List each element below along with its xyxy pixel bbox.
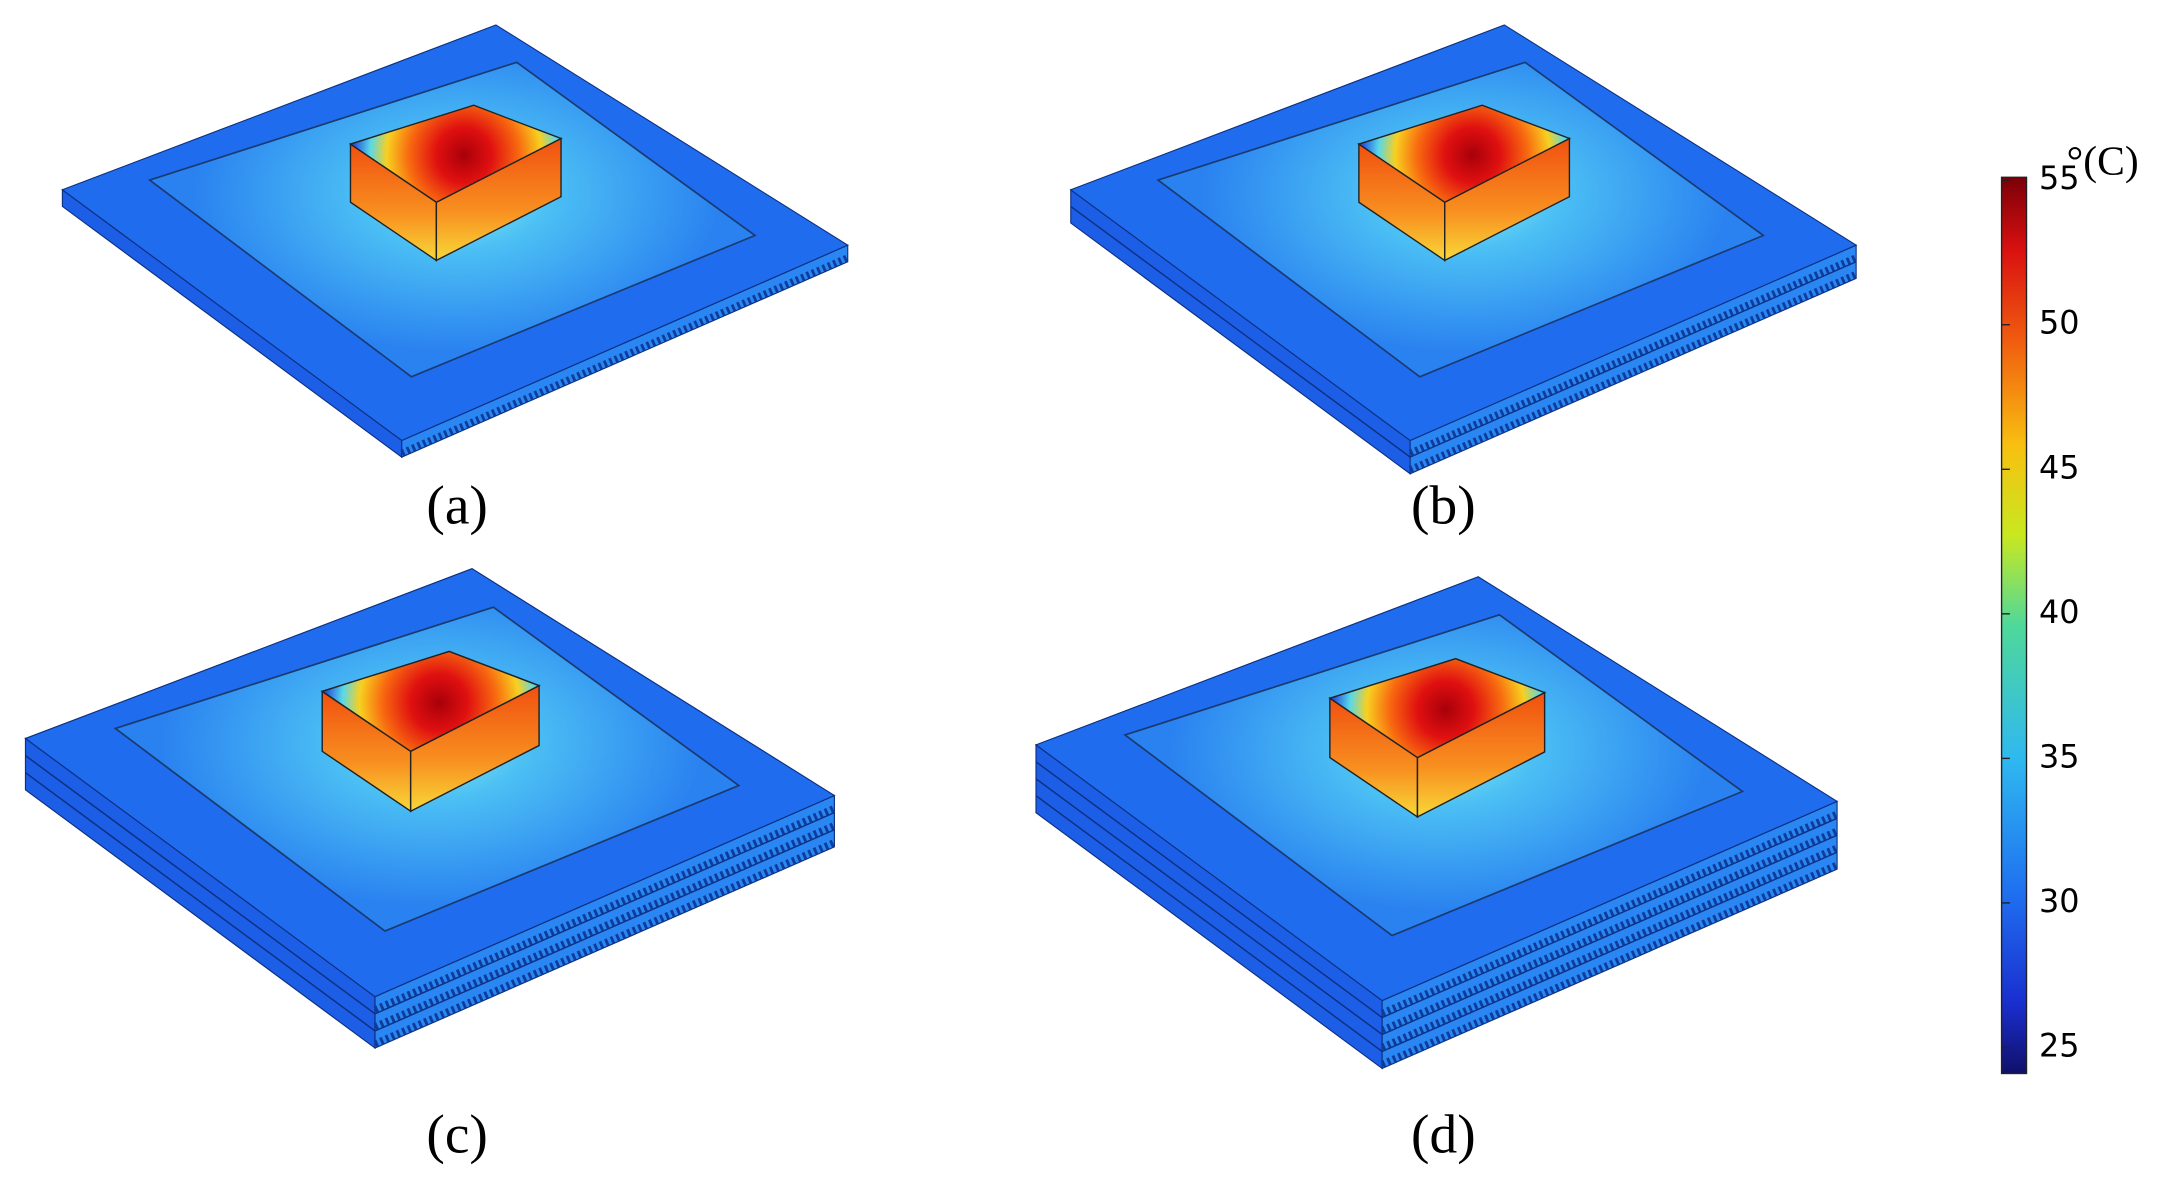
layer-edge xyxy=(1070,205,1857,458)
panel-label: (a) xyxy=(426,475,487,536)
panel xyxy=(1069,24,1858,475)
layer-edge xyxy=(25,772,835,1032)
colorbar-tick-label: 55 xyxy=(2039,159,2080,197)
chip-top xyxy=(348,104,563,204)
colorbar-tick-label: 40 xyxy=(2039,593,2080,631)
panels: (a) (b) (c) (d) xyxy=(24,24,1858,1164)
layer-edge xyxy=(1035,761,1838,1019)
panel xyxy=(24,568,836,1050)
colorbar-tick-label: 50 xyxy=(2039,304,2080,342)
layer-edge xyxy=(25,754,835,1015)
panel xyxy=(1034,576,1839,1070)
panel-label: (c) xyxy=(426,1103,487,1164)
chip-top xyxy=(1328,657,1547,759)
colorbar-unit: °(C) xyxy=(2067,138,2139,185)
colorbar-tick-label: 25 xyxy=(2039,1026,2080,1064)
panel-label: (b) xyxy=(1411,475,1476,536)
colorbar-tick-label: 30 xyxy=(2039,882,2080,920)
layer-edge xyxy=(1035,778,1838,1036)
colorbar-gradient xyxy=(2000,176,2028,1075)
colorbar: °(C) 25 30 35 40 45 50 55 xyxy=(2000,138,2139,1075)
panel-label: (d) xyxy=(1411,1103,1476,1164)
colorbar-tick-label: 45 xyxy=(2039,448,2080,486)
panel xyxy=(61,24,850,459)
colorbar-tick-label: 35 xyxy=(2039,737,2080,775)
chip-top xyxy=(320,650,541,753)
chip-top xyxy=(1357,104,1572,204)
layer-edge xyxy=(1035,795,1838,1053)
